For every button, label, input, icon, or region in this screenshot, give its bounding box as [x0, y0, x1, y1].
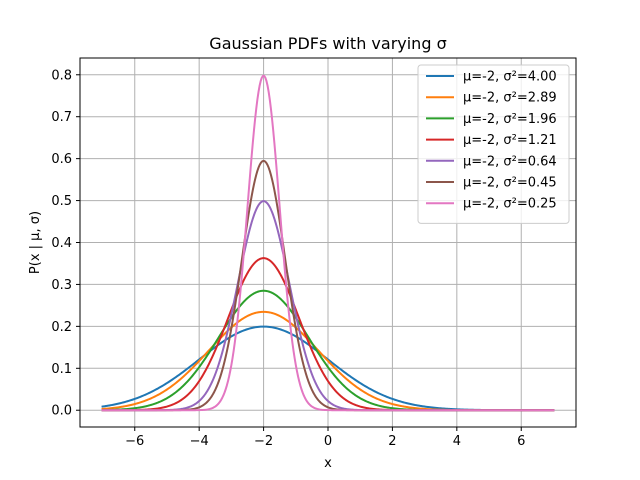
- legend-label: μ=-2, σ²=1.96: [463, 112, 557, 127]
- legend-label: μ=-2, σ²=0.45: [463, 176, 557, 191]
- y-tick-label: 0.1: [51, 362, 72, 377]
- x-tick-label: 6: [517, 434, 525, 449]
- y-axis-label: P(x | μ, σ): [28, 211, 43, 274]
- x-tick-label: 2: [388, 434, 396, 449]
- x-tick-label: 0: [324, 434, 332, 449]
- y-tick-label: 0.0: [51, 404, 72, 419]
- x-tick-label: −4: [190, 434, 209, 449]
- y-tick-label: 0.7: [51, 110, 72, 125]
- legend-label: μ=-2, σ²=0.64: [463, 154, 557, 169]
- y-tick-label: 0.8: [51, 68, 72, 83]
- y-tick-label: 0.2: [51, 320, 72, 335]
- x-tick-label: −6: [125, 434, 144, 449]
- y-tick-label: 0.6: [51, 152, 72, 167]
- legend-label: μ=-2, σ²=2.89: [463, 91, 557, 106]
- x-tick-label: 4: [453, 434, 461, 449]
- x-axis-label: x: [324, 456, 332, 471]
- y-tick-label: 0.4: [51, 236, 72, 251]
- legend-box: [417, 64, 570, 224]
- chart-title: Gaussian PDFs with varying σ: [209, 34, 446, 53]
- series-lines: [101, 74, 555, 412]
- series-line: [101, 74, 555, 412]
- legend-label: μ=-2, σ²=1.21: [463, 133, 557, 148]
- y-tick-label: 0.3: [51, 278, 72, 293]
- legend-label: μ=-2, σ²=4.00: [463, 70, 557, 85]
- x-tick-label: −2: [254, 434, 273, 449]
- legend-label: μ=-2, σ²=0.25: [463, 197, 557, 212]
- axis-ticks: −6 −4 −2 0 2 4 6 0.0 0.1 0.2 0.3 0.4 0.5 0.6 0.7 0.8: [51, 68, 525, 449]
- legend: μ=-2, σ²=4.00 μ=-2, σ²=2.89 μ=-2, σ²=1.96 μ…: [417, 64, 570, 224]
- y-tick-label: 0.5: [51, 194, 72, 209]
